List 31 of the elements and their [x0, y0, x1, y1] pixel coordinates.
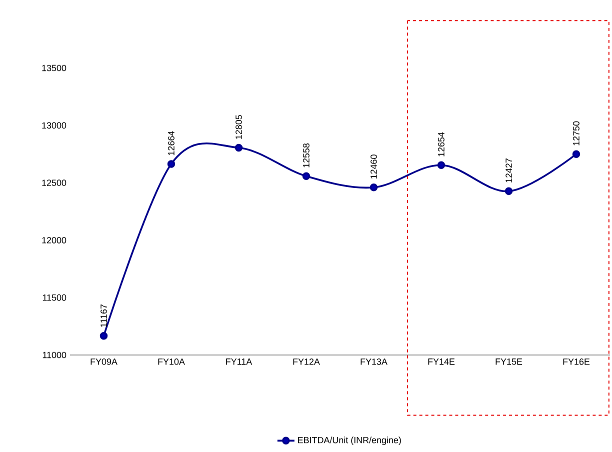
data-label: 12664 — [168, 131, 174, 156]
point — [234, 144, 243, 152]
data-label: 12427 — [506, 158, 512, 182]
point — [302, 172, 310, 180]
x-tick-label: FY15E — [496, 358, 522, 365]
x-tick-label: FY14E — [428, 358, 455, 365]
y-tick-label: 12000 — [42, 237, 66, 244]
point — [572, 150, 580, 158]
legend-label: EBITDA/Unit (INR/engine) — [298, 436, 401, 446]
data-label: 12558 — [303, 143, 310, 168]
point — [100, 332, 108, 340]
point — [370, 184, 378, 192]
y-tick-label: 11500 — [42, 294, 66, 301]
y-tick-label: 13500 — [42, 64, 66, 72]
x-tick-label: FY09A — [90, 358, 118, 365]
point — [437, 161, 446, 170]
x-tick-label: FY10A — [158, 358, 185, 365]
data-label: 12805 — [236, 115, 242, 139]
data-label: 12654 — [438, 132, 444, 156]
point — [504, 187, 513, 196]
x-tick-label: FY13A — [360, 358, 388, 365]
x-tick-label: FY11A — [226, 358, 252, 365]
y-tick-label: 11000 — [42, 352, 66, 358]
point — [167, 160, 176, 168]
y-tick-label: 12500 — [42, 180, 66, 186]
x-tick-label: FY16E — [563, 358, 590, 365]
y-tick-label: 13000 — [42, 122, 66, 129]
x-tick-label: FY12A — [293, 358, 320, 365]
data-label: 12750 — [573, 121, 580, 146]
data-label: 11167 — [100, 304, 107, 327]
data-label: 12460 — [370, 154, 377, 179]
